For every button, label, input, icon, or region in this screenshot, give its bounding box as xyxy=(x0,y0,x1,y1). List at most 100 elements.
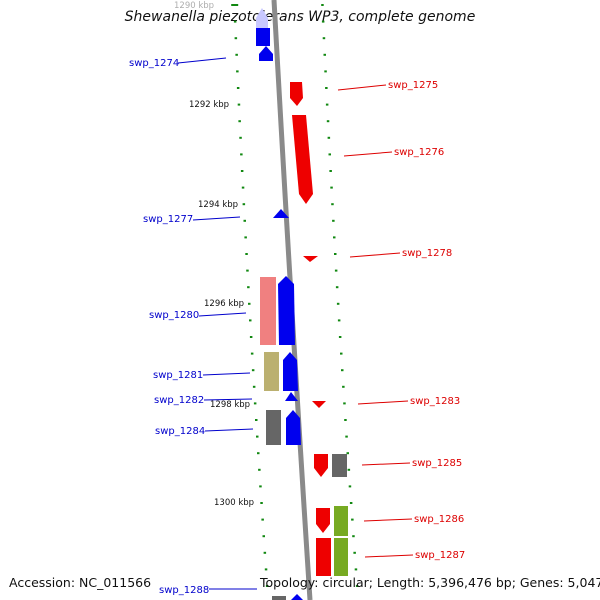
tick-mark xyxy=(258,468,261,471)
gene-arrow[interactable] xyxy=(285,392,298,401)
gene-labels: swp_1274 swp_1275 swp_1276 swp_1277 swp_… xyxy=(129,58,465,596)
gene-label[interactable]: swp_1275 xyxy=(388,80,438,91)
gene-label[interactable]: swp_1274 xyxy=(129,58,179,69)
tick-mark xyxy=(325,87,328,89)
tick-mark xyxy=(265,585,269,587)
gene-label[interactable]: swp_1276 xyxy=(394,147,444,158)
tick-mark xyxy=(327,136,331,139)
tick-mark xyxy=(344,419,347,421)
tick-mark xyxy=(235,53,238,56)
gene-label[interactable]: swp_1282 xyxy=(154,395,204,406)
gene-arrow[interactable] xyxy=(266,410,281,445)
tick-mark xyxy=(341,369,344,372)
gene-arrow[interactable] xyxy=(292,115,313,204)
tick-mark xyxy=(239,136,242,139)
tick-mark xyxy=(351,518,354,521)
gene-label[interactable]: swp_1278 xyxy=(402,248,452,259)
gene-arrow[interactable] xyxy=(260,277,276,345)
tick-mark xyxy=(243,219,246,222)
tick-mark xyxy=(240,170,244,172)
gene-arrow[interactable] xyxy=(312,401,326,408)
gene-label[interactable]: swp_1285 xyxy=(412,458,462,469)
tick-mark xyxy=(330,186,333,189)
tick-mark xyxy=(241,186,245,189)
tick-mark xyxy=(237,103,241,106)
tick-mark xyxy=(340,352,343,355)
tick-mark xyxy=(245,253,248,255)
gene-label[interactable]: swp_1287 xyxy=(415,550,465,561)
tick-mark xyxy=(240,153,243,156)
tick-mark xyxy=(345,435,348,438)
tick-mark xyxy=(257,452,260,455)
gene-features xyxy=(256,8,348,600)
scale-label: 1298 kbp xyxy=(210,400,250,410)
label-leader-lines xyxy=(177,57,414,590)
tick-mark xyxy=(256,435,259,438)
tick-mark xyxy=(333,236,336,239)
gene-arrow[interactable] xyxy=(332,454,347,477)
tick-mark xyxy=(338,336,342,338)
gene-arrow[interactable] xyxy=(272,596,286,600)
tick-mark xyxy=(244,236,247,239)
gene-label[interactable]: swp_1288 xyxy=(159,585,209,596)
scale-label: 1300 kbp xyxy=(214,498,254,508)
tick-mark xyxy=(242,203,246,206)
gene-arrow[interactable] xyxy=(303,256,318,262)
gene-arrow[interactable] xyxy=(334,538,348,576)
gene-label[interactable]: swp_1286 xyxy=(414,514,464,525)
tick-mark xyxy=(346,452,349,455)
tick-mark xyxy=(349,502,353,504)
tick-mark xyxy=(236,87,240,89)
tick-mark xyxy=(355,585,359,587)
tick-mark xyxy=(250,352,254,355)
gene-arrow[interactable] xyxy=(334,506,348,536)
gene-arrow[interactable] xyxy=(316,538,331,576)
tick-mark xyxy=(255,419,258,421)
tick-mark xyxy=(336,302,340,305)
gene-arrow[interactable] xyxy=(256,28,270,46)
gene-label[interactable]: swp_1283 xyxy=(410,396,460,407)
gene-label[interactable]: swp_1284 xyxy=(155,426,205,437)
gene-arrow[interactable] xyxy=(291,594,303,600)
gene-arrow[interactable] xyxy=(314,454,328,477)
tick-mark xyxy=(353,551,356,554)
gene-label[interactable]: swp_1280 xyxy=(149,310,199,321)
gene-arrow[interactable] xyxy=(316,508,330,533)
gene-arrow[interactable] xyxy=(256,8,268,30)
tick-mark xyxy=(236,70,239,73)
tick-mark xyxy=(253,402,257,405)
tick-mark xyxy=(335,286,339,289)
gene-label[interactable]: swp_1281 xyxy=(153,370,203,381)
gene-arrow[interactable] xyxy=(286,410,301,445)
gene-label[interactable]: swp_1277 xyxy=(143,214,193,225)
tick-mark xyxy=(321,20,325,23)
tick-mark xyxy=(259,485,262,488)
gene-arrow[interactable] xyxy=(273,209,289,218)
accession-text: Accession: NC_011566 xyxy=(9,575,152,590)
tick-mark xyxy=(322,37,326,40)
tick-mark xyxy=(260,502,263,504)
tick-mark xyxy=(348,485,352,488)
scale-label: 1296 kbp xyxy=(204,299,244,309)
gene-arrow[interactable] xyxy=(264,352,279,391)
gene-arrow[interactable] xyxy=(290,82,303,106)
gene-arrow[interactable] xyxy=(278,276,295,345)
gene-arrow[interactable] xyxy=(259,46,273,61)
tick-mark xyxy=(263,551,267,554)
tick-mark xyxy=(332,219,335,222)
tick-mark xyxy=(251,369,255,372)
scale-labels: 1290 kbp 1292 kbp 1294 kbp 1296 kbp 1298… xyxy=(174,1,254,508)
tick-marks xyxy=(231,4,359,587)
topology-text: Topology: circular; Length: 5,396,476 bp… xyxy=(260,575,600,590)
tick-mark xyxy=(234,37,238,40)
scale-label: 1290 kbp xyxy=(174,1,214,11)
gene-arrow[interactable] xyxy=(283,352,298,391)
tick-mark xyxy=(246,269,249,272)
tick-mark xyxy=(233,20,237,23)
tick-mark xyxy=(249,336,253,338)
genome-title: Shewanella piezotolerans WP3, complete g… xyxy=(124,9,476,25)
tick-mark xyxy=(329,170,332,172)
tick-mark xyxy=(231,4,239,6)
